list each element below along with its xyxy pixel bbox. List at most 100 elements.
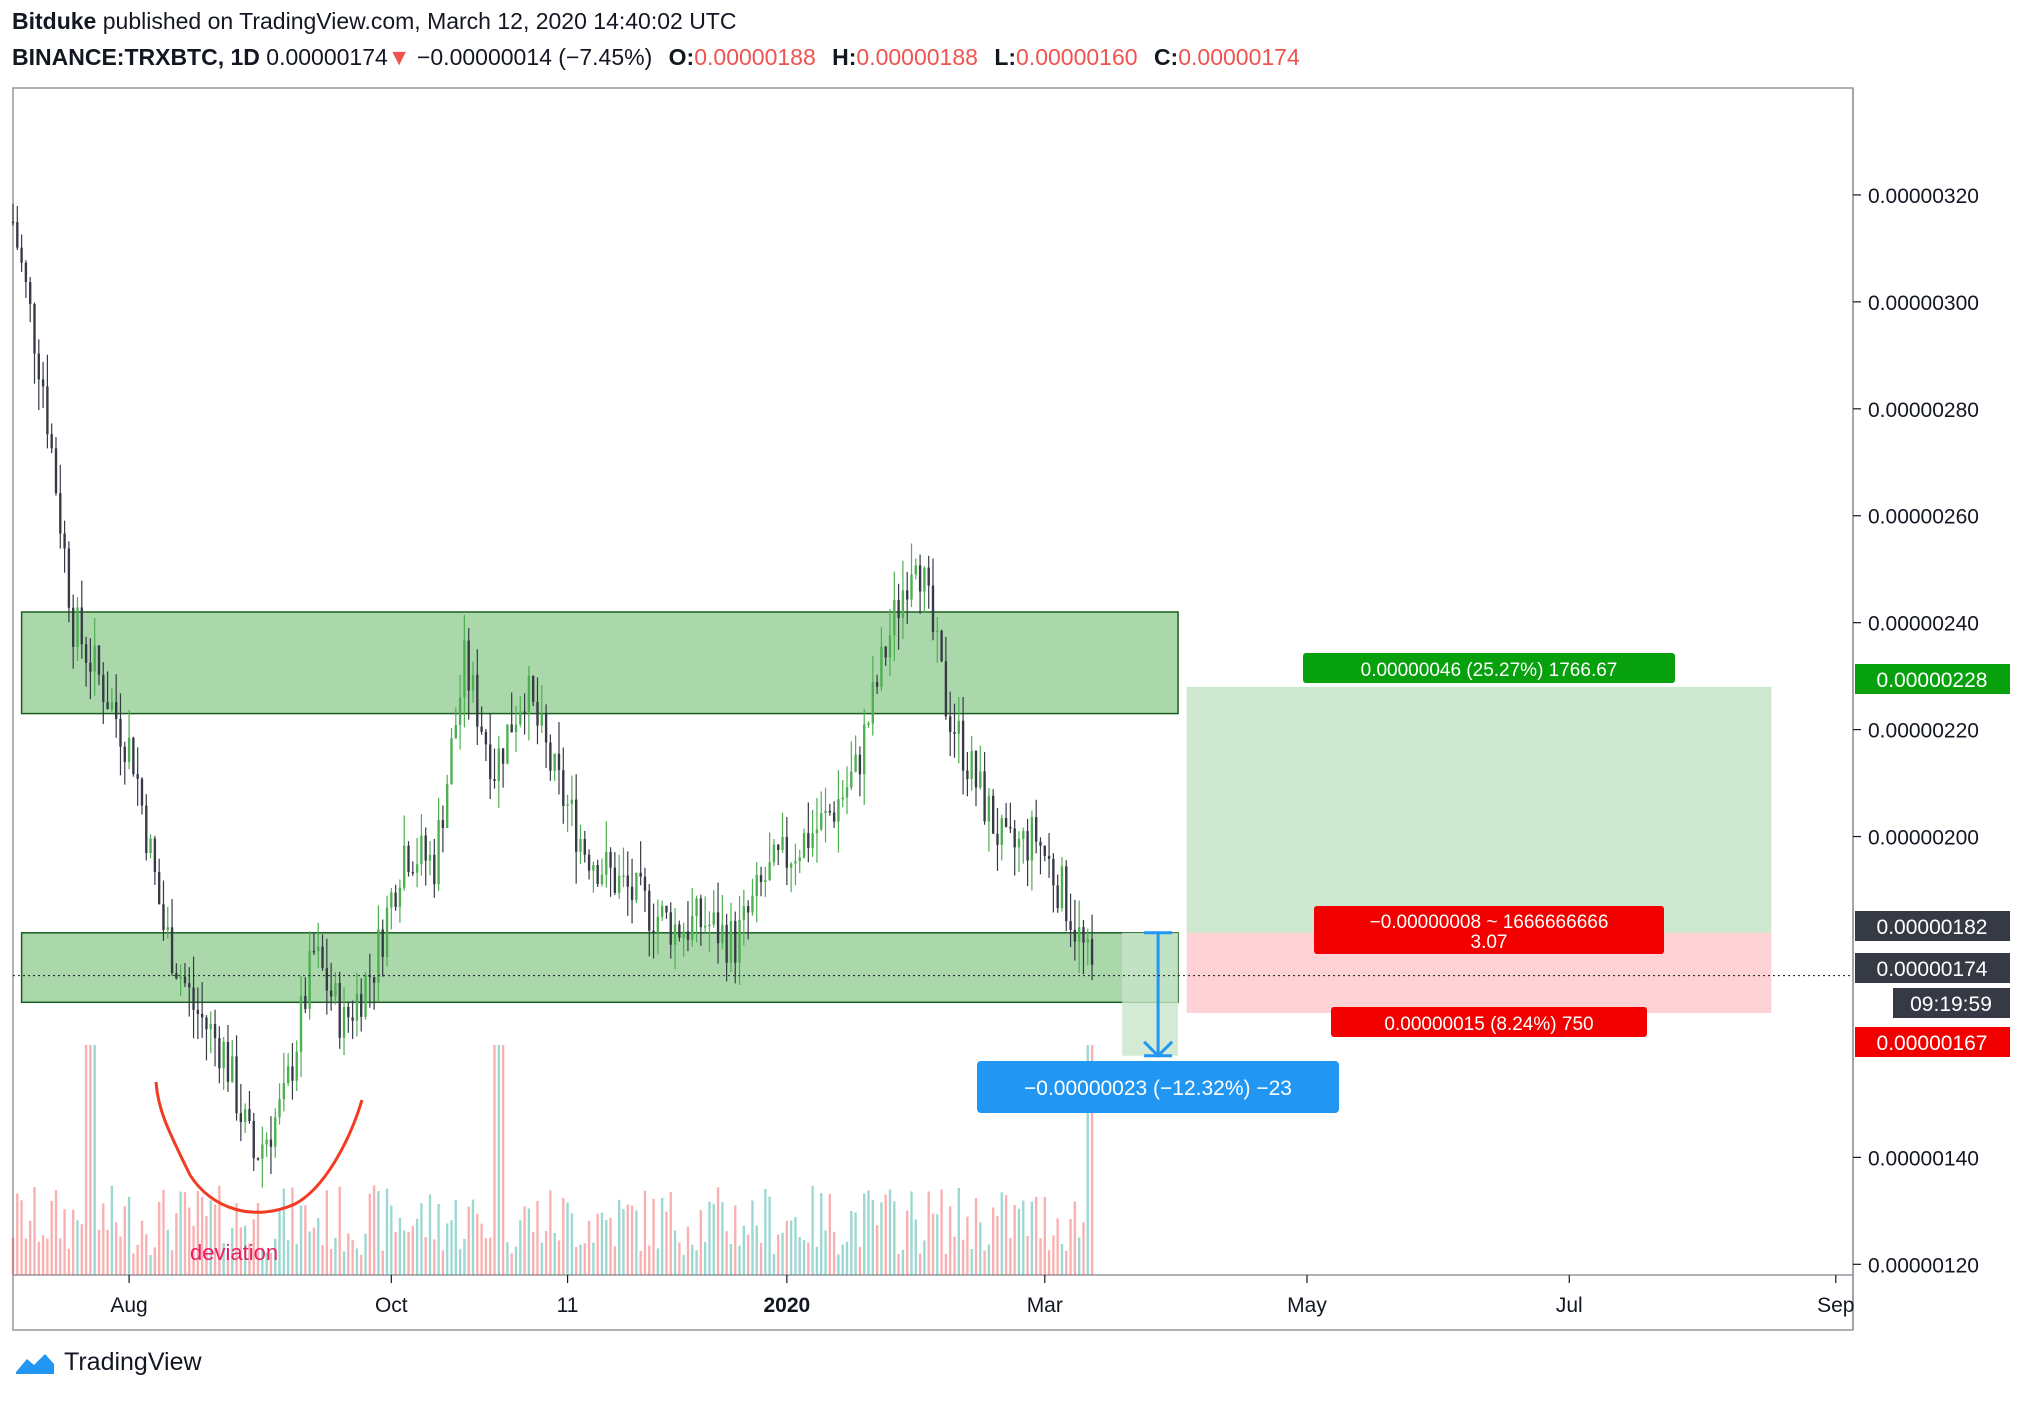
candle-body — [794, 861, 797, 864]
volume-bar — [102, 1203, 105, 1275]
volume-bar — [420, 1203, 423, 1275]
volume-bar — [910, 1191, 913, 1275]
candle-body — [1000, 817, 1003, 845]
y-tick-label: 0.00000140 — [1868, 1147, 1979, 1170]
candle-body — [196, 1009, 200, 1014]
candle-body — [738, 919, 741, 963]
volume-bar — [622, 1208, 625, 1275]
volume-bar — [871, 1199, 874, 1275]
candle-body — [716, 912, 720, 944]
support-zone[interactable] — [20, 932, 1179, 1004]
volume-bar — [738, 1245, 741, 1275]
volume-bar — [261, 1247, 264, 1275]
volume-bar — [1086, 1045, 1089, 1275]
candle-body — [385, 907, 389, 957]
target-area[interactable] — [1186, 686, 1772, 933]
volume-bar — [381, 1250, 384, 1275]
candle-body — [772, 844, 776, 863]
volume-bar — [145, 1234, 148, 1275]
candle-body — [304, 995, 307, 1009]
volume-bar — [183, 1192, 187, 1275]
x-tick-label: Aug — [110, 1294, 147, 1317]
volume-bar — [458, 1249, 462, 1275]
volume-bar — [961, 1239, 965, 1275]
candle-body — [132, 737, 135, 775]
candle-body — [1017, 838, 1021, 848]
target-price-tag: 0.00000228 — [1855, 664, 2010, 694]
volume-bar — [506, 1242, 509, 1275]
candle-body — [1026, 831, 1029, 861]
stop-label: 0.00000015 (8.24%) 750 — [1331, 1007, 1647, 1037]
candle-body — [553, 753, 556, 771]
volume-bar — [897, 1253, 900, 1275]
candle-body — [785, 836, 789, 868]
time-axis[interactable]: Aug Oct 11 2020 Mar May Jul Sep — [110, 1275, 1854, 1317]
candle-body — [888, 635, 892, 658]
volume-bar — [334, 1237, 337, 1275]
volume-bar — [613, 1246, 617, 1275]
volume-bar — [347, 1233, 350, 1275]
volume-bar — [734, 1205, 737, 1275]
volume-bar — [446, 1223, 449, 1275]
volume-bar — [196, 1190, 200, 1275]
volume-bar — [764, 1188, 767, 1275]
candle-body — [338, 983, 341, 1038]
high-value: 0.00000188 — [856, 44, 978, 70]
candle-body — [1060, 866, 1064, 909]
volume-bar — [1017, 1208, 1021, 1275]
candle-body — [188, 983, 191, 988]
price-axis[interactable]: 0.00000320 0.00000300 0.00000280 0.00000260… — [1853, 185, 1979, 1277]
x-tick-label: May — [1287, 1294, 1327, 1317]
volume-bar — [415, 1218, 419, 1275]
volume-bar — [175, 1212, 178, 1275]
deviation-label: deviation — [190, 1240, 278, 1265]
volume-bar — [970, 1249, 973, 1275]
last-price-tag-text: 0.00000174 — [1877, 958, 1988, 981]
volume-bar — [484, 1238, 488, 1275]
x-tick-label: Oct — [375, 1294, 408, 1317]
candle-body — [893, 600, 896, 636]
volume-bar — [691, 1244, 694, 1275]
author-name[interactable]: Bitduke — [12, 8, 97, 34]
y-tick-label: 0.00000320 — [1868, 185, 1979, 208]
volume-bar — [992, 1207, 995, 1275]
measure-area[interactable] — [1122, 932, 1179, 1056]
volume-bar — [454, 1199, 457, 1275]
volume-bar — [226, 1253, 230, 1275]
volume-bar — [1004, 1195, 1008, 1275]
deviation-curve[interactable] — [154, 1081, 364, 1214]
volume-bar — [519, 1220, 522, 1275]
volume-bar — [944, 1253, 948, 1275]
candle-body — [622, 875, 625, 878]
candle-body — [660, 905, 664, 917]
volume-bar — [50, 1200, 53, 1275]
volume-bar — [29, 1220, 32, 1275]
candle-body — [381, 929, 384, 957]
volume-bar — [660, 1197, 664, 1275]
candle-body — [918, 565, 922, 592]
countdown-tag-text: 09:19:59 — [1910, 993, 1992, 1016]
candle-body — [802, 833, 806, 858]
measure-arrow-icon — [1143, 931, 1174, 1058]
y-tick-label: 0.00000220 — [1868, 720, 1979, 743]
candle-body — [682, 931, 685, 938]
candle-body — [179, 976, 182, 979]
candle-body — [157, 871, 161, 905]
volume-bar — [493, 1045, 496, 1275]
volume-bar — [592, 1242, 595, 1275]
volume-bar — [80, 1224, 83, 1275]
candle-body — [540, 713, 543, 726]
resistance-zone[interactable] — [20, 611, 1179, 715]
volume-bar — [536, 1201, 539, 1275]
volume-bar — [20, 1200, 23, 1275]
volume-bar — [815, 1246, 819, 1275]
volume-bar — [403, 1230, 406, 1275]
volume-bar — [235, 1203, 238, 1275]
volume-bar — [1069, 1219, 1072, 1275]
tradingview-brand[interactable]: TradingView — [14, 1348, 202, 1377]
volume-bar — [721, 1202, 724, 1275]
volume-bar — [127, 1196, 131, 1275]
symbol-label[interactable]: BINANCE:TRXBTC, 1D — [12, 44, 260, 70]
candle-body — [29, 281, 32, 305]
